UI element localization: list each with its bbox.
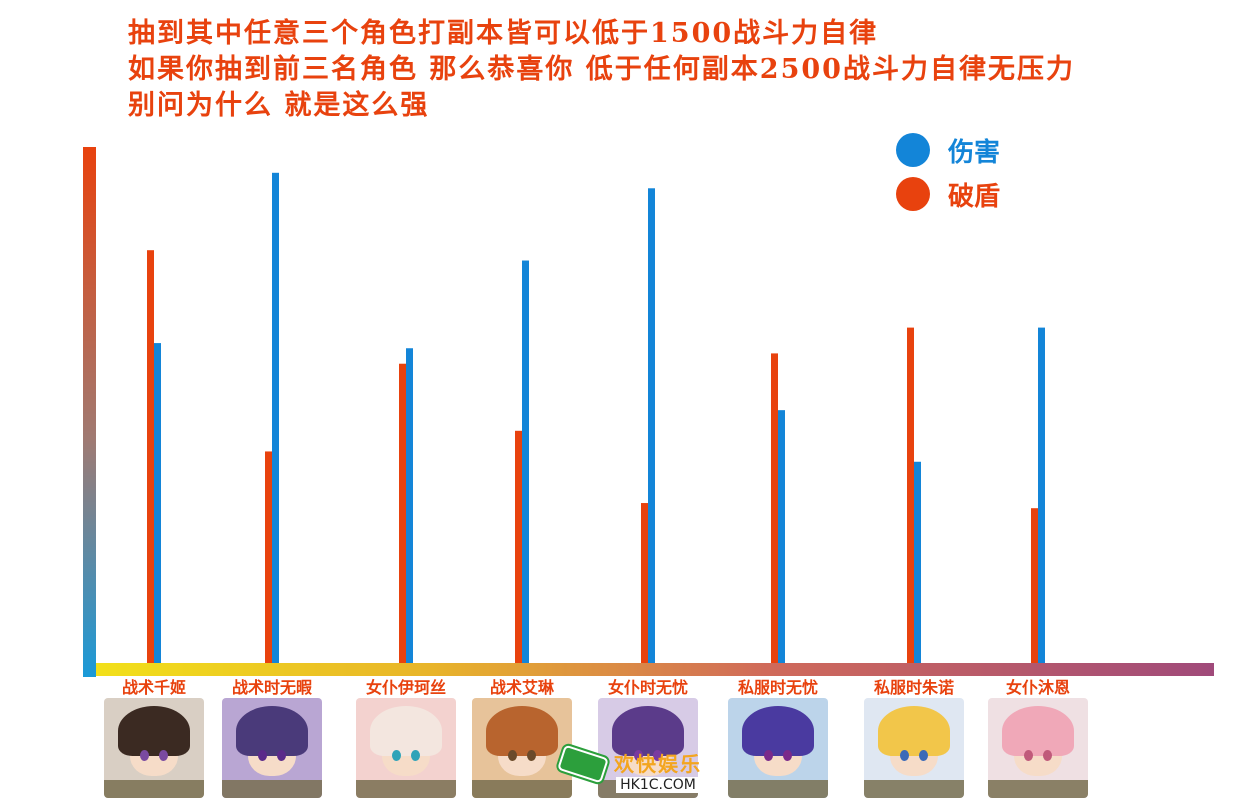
bar-shield-break-shiwuxia [265, 451, 272, 663]
avatar-hair [236, 706, 308, 756]
avatar-tag [728, 780, 828, 798]
legend-label-shield-break: 破盾 [948, 181, 1001, 212]
bar-shield-break-muen [1031, 508, 1038, 663]
avatar-eye [411, 750, 420, 761]
avatar-eye [140, 750, 149, 761]
avatar-tag [356, 780, 456, 798]
bar-damage-qianji [154, 343, 161, 663]
legend-swatch-shield-break [896, 177, 930, 211]
x-tick-label-zhunuo: 私服时朱诺 [873, 678, 954, 697]
avatar-hair [118, 706, 190, 756]
avatar-tag [988, 780, 1088, 798]
avatar-qianji [104, 698, 204, 798]
avatar-hair [878, 706, 950, 756]
avatar-hair [742, 706, 814, 756]
avatar-eye [527, 750, 536, 761]
avatar-hair [1002, 706, 1074, 756]
bar-shield-break-shiwuyou-casual [771, 353, 778, 663]
avatar-eye [634, 750, 643, 761]
avatar-tag [472, 780, 572, 798]
avatar-tag [104, 780, 204, 798]
watermark-brand: 欢快娱乐 [614, 752, 702, 776]
bar-shield-break-qianji [147, 250, 154, 663]
avatar-tag [864, 780, 964, 798]
x-tick-label-qianji: 战术千姬 [121, 678, 186, 697]
x-tick-label-shiwuxia: 战术时无暇 [231, 678, 312, 697]
avatar-eye [783, 750, 792, 761]
x-tick-label-yikesi: 女仆伊珂丝 [365, 678, 446, 697]
avatar-eye [159, 750, 168, 761]
title-line-3: 别问为什么 就是这么强 [128, 90, 430, 121]
avatar-tag [222, 780, 322, 798]
avatar-eye [653, 750, 662, 761]
avatar-hair [612, 706, 684, 756]
title-line-2: 如果你抽到前三名角色 那么恭喜你 低于任何副本2500战斗力自律无压力 [128, 54, 1075, 85]
bar-damage-shiwuyou-maid [648, 188, 655, 663]
avatar-eye [392, 750, 401, 761]
bar-shield-break-yikesi [399, 363, 406, 663]
x-tick-label-muen: 女仆沐恩 [1005, 678, 1070, 697]
legend-swatch-damage [896, 133, 930, 167]
x-tick-label-ailin: 战术艾琳 [489, 678, 554, 697]
avatar-eye [764, 750, 773, 761]
avatar-zhunuo [864, 698, 964, 798]
watermark-site: HK1C.COM [616, 777, 700, 793]
x-axis [96, 663, 1214, 676]
legend-item-damage: 伤害 [896, 128, 1000, 172]
x-tick-label-shiwuyou-casual: 私服时无忧 [737, 678, 818, 697]
bar-damage-zhunuo [914, 461, 921, 663]
avatar-ailin [472, 698, 572, 798]
title-line-1: 抽到其中任意三个角色打副本皆可以低于1500战斗力自律 [128, 18, 879, 49]
bar-damage-yikesi [406, 348, 413, 663]
legend-label-damage: 伤害 [948, 137, 1001, 168]
avatar-shiwuyou-casual [728, 698, 828, 798]
x-tick-label-shiwuyou-maid: 女仆时无忧 [607, 678, 688, 697]
bar-shield-break-ailin [515, 430, 522, 663]
bar-damage-shiwuyou-casual [778, 410, 785, 663]
bar-shield-break-shiwuyou-maid [641, 503, 648, 663]
bar-damage-shiwuxia [272, 172, 279, 664]
game-controller-icon [557, 744, 609, 784]
avatar-eye [277, 750, 286, 761]
avatar-eye [919, 750, 928, 761]
legend-item-shield-break: 破盾 [896, 172, 1000, 216]
bar-damage-muen [1038, 327, 1045, 663]
bar-damage-ailin [522, 260, 529, 663]
bar-shield-break-zhunuo [907, 327, 914, 663]
avatar-eye [258, 750, 267, 761]
bar-group [147, 172, 1045, 664]
avatar-hair [370, 706, 442, 756]
avatar-eye [508, 750, 517, 761]
chart-title: 抽到其中任意三个角色打副本皆可以低于1500战斗力自律 如果你抽到前三名角色 那… [128, 16, 1075, 124]
avatar-shiwuxia [222, 698, 322, 798]
avatar-hair [486, 706, 558, 756]
y-axis [83, 147, 96, 677]
legend: 伤害 破盾 [896, 128, 1000, 216]
avatar-eye [1043, 750, 1052, 761]
avatar-yikesi [356, 698, 456, 798]
avatar-eye [900, 750, 909, 761]
avatar-muen [988, 698, 1088, 798]
avatar-eye [1024, 750, 1033, 761]
watermark: 欢快娱乐 HK1C.COM [557, 744, 702, 793]
